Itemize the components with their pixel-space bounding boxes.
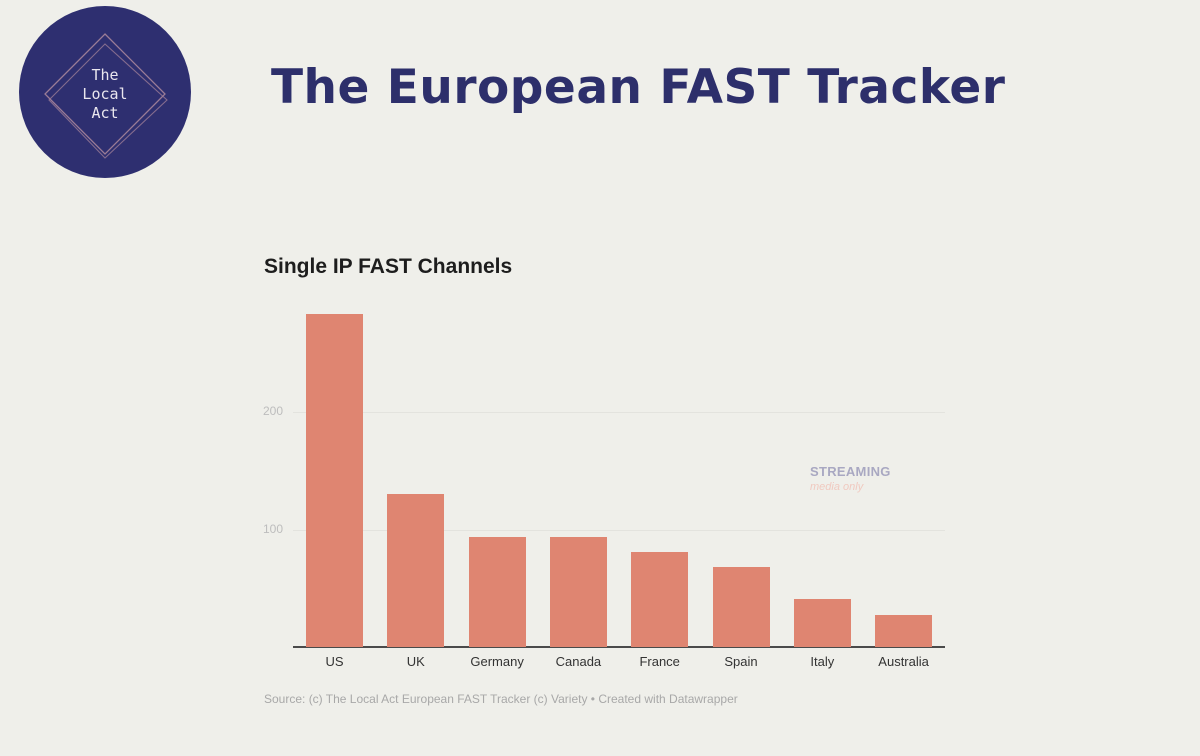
bar-germany [468, 536, 526, 647]
x-label-france: France [639, 654, 680, 669]
bar-italy [793, 598, 851, 647]
bar-us [306, 314, 363, 647]
bar-uk [387, 494, 445, 647]
streaming-watermark: STREAMING [810, 464, 891, 479]
diamond-frame-icon [44, 33, 168, 159]
chart-source-note: Source: (c) The Local Act European FAST … [264, 692, 738, 706]
the-local-act-logo: The Local Act [19, 6, 191, 178]
x-axis-baseline [293, 646, 945, 648]
logo-line-2: Local [82, 85, 128, 103]
chart-title: Single IP FAST Channels [264, 255, 513, 278]
page-title: The European FAST Tracker [271, 60, 1006, 115]
gridline-200 [293, 412, 945, 413]
x-label-germany: Germany [470, 654, 524, 669]
gridline-100 [293, 530, 945, 531]
streaming-watermark-sub: media only [810, 481, 864, 493]
bar-spain [712, 567, 770, 647]
logo-line-1: The [91, 66, 119, 84]
x-label-australia: Australia [878, 654, 929, 669]
x-label-spain: Spain [724, 654, 758, 669]
x-label-us: US [325, 654, 344, 669]
bar-canada [549, 536, 607, 647]
logo-text: The Local Act [19, 66, 191, 123]
x-label-canada: Canada [555, 654, 602, 669]
bar-australia [875, 615, 933, 647]
y-tick-100: 100 [262, 522, 283, 536]
x-label-italy: Italy [810, 654, 835, 669]
y-tick-200: 200 [262, 404, 283, 418]
logo-line-3: Act [91, 104, 119, 122]
bar-france [631, 551, 689, 647]
x-label-uk: UK [406, 654, 425, 669]
bar-chart-plot: 200 100 US UK Germany Canada France Spain Ital… [263, 300, 945, 669]
